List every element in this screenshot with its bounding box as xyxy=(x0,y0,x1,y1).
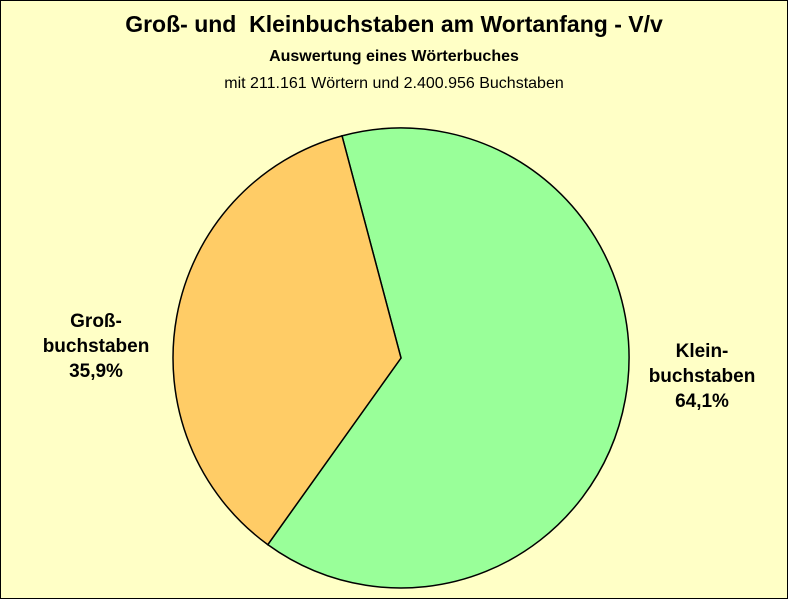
chart-subtitle-detail: mit 211.161 Wörtern und 2.400.956 Buchst… xyxy=(224,75,564,92)
slice-label-gross: Groß- buchstaben 35,9% xyxy=(21,309,171,384)
slice-label-klein: Klein- buchstaben 64,1% xyxy=(617,339,787,414)
slice-label-klein-line1: Klein- xyxy=(675,341,729,362)
slice-value-gross: 35,9% xyxy=(69,361,123,382)
chart-subtitle: Auswertung eines Wörterbuches xyxy=(269,48,519,65)
slice-label-klein-line2: buchstaben xyxy=(648,366,756,387)
pie-slice-klein xyxy=(266,127,630,589)
slice-value-klein: 64,1% xyxy=(675,391,729,412)
chart-title: Groß- und Kleinbuchstaben am Wortanfang … xyxy=(125,11,663,37)
slice-label-gross-line2: buchstaben xyxy=(42,336,150,357)
pie-slice-gross xyxy=(172,134,402,546)
slice-label-gross-line1: Groß- xyxy=(70,311,122,332)
